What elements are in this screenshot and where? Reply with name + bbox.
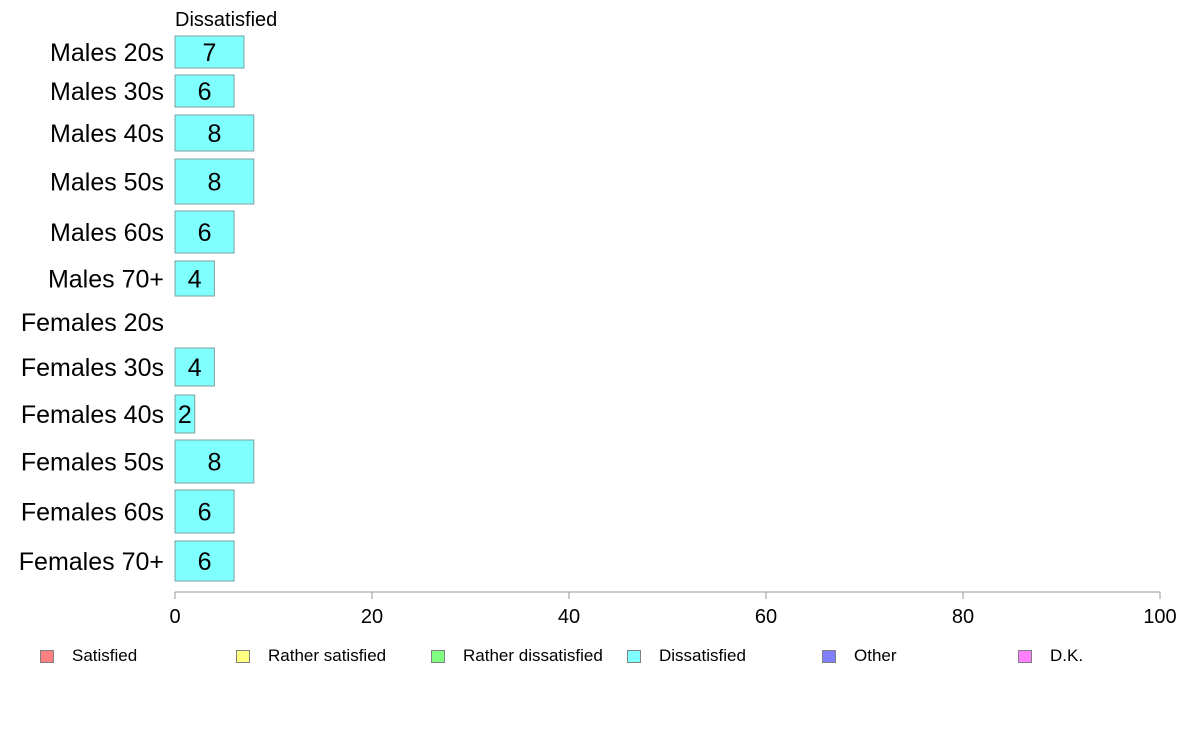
bar (174, 347, 215, 387)
bar (174, 394, 196, 434)
data-label: 8 (207, 120, 221, 148)
data-label: 4 (188, 266, 202, 294)
legend-label: Satisfied (72, 646, 138, 665)
x-tick-label: 80 (952, 606, 974, 628)
x-tick-label: 0 (169, 606, 180, 628)
legend-label: Other (854, 646, 897, 665)
legend-item: Dissatisfied (627, 645, 746, 667)
legend: Satisfied Rather satisfied Rather dissatis… (0, 645, 1188, 669)
panel-title: Dissatisfied (175, 9, 277, 31)
legend-swatch (431, 649, 445, 663)
legend-item: Other (822, 645, 897, 667)
legend-swatch (627, 649, 641, 663)
category-label: Females 40s (21, 401, 164, 429)
bar (174, 74, 235, 108)
category-label: Males 70+ (48, 266, 164, 294)
bar (174, 35, 245, 69)
data-label: 6 (198, 548, 212, 576)
category-label: Males 60s (50, 219, 164, 247)
category-label: Females 60s (21, 499, 164, 527)
bar (174, 439, 255, 484)
legend-label: Dissatisfied (659, 646, 746, 665)
legend-swatch (1018, 649, 1032, 663)
legend-label: Rather satisfied (268, 646, 387, 665)
x-tick-label: 60 (755, 606, 777, 628)
x-axis: 0 20 40 60 80 100 (169, 591, 1177, 628)
category-label: Males 50s (50, 169, 164, 197)
bar (174, 114, 255, 152)
data-label: 8 (207, 449, 221, 477)
legend-swatch (236, 649, 250, 663)
category-label: Females 50s (21, 449, 164, 477)
legend-item: D.K. (1018, 645, 1083, 667)
data-label: 6 (198, 499, 212, 527)
bar (174, 540, 235, 582)
bar (174, 158, 255, 205)
bar (174, 260, 215, 297)
x-tick-label: 40 (558, 606, 580, 628)
category-label: Males 30s (50, 78, 164, 106)
category-label: Females 30s (21, 354, 164, 382)
legend-item: Satisfied (40, 645, 137, 667)
data-label: 8 (207, 169, 221, 197)
x-tick-label: 20 (361, 606, 383, 628)
legend-swatch (822, 649, 836, 663)
legend-label: Rather dissatisfied (463, 646, 603, 665)
data-label: 7 (203, 39, 217, 67)
data-label: 2 (178, 401, 192, 429)
category-label: Males 40s (50, 120, 164, 148)
category-label: Females 70+ (19, 548, 164, 576)
legend-item: Rather dissatisfied (431, 645, 603, 667)
bar (174, 210, 235, 254)
x-tick-label: 100 (1143, 606, 1176, 628)
bar-chart: Dissatisfied Males 20s 7 Males 30s 6 Males 4… (19, 9, 1177, 628)
category-label: Males 20s (50, 39, 164, 67)
data-label: 6 (198, 219, 212, 247)
legend-swatch (40, 649, 54, 663)
category-label: Females 20s (21, 309, 164, 337)
data-label: 6 (198, 78, 212, 106)
data-label: 4 (188, 354, 202, 382)
bars-group: Males 20s 7 Males 30s 6 Males 40s 8 Males 50s 8… (19, 35, 255, 582)
bar (174, 489, 235, 534)
legend-label: D.K. (1050, 646, 1084, 665)
legend-item: Rather satisfied (236, 645, 386, 667)
